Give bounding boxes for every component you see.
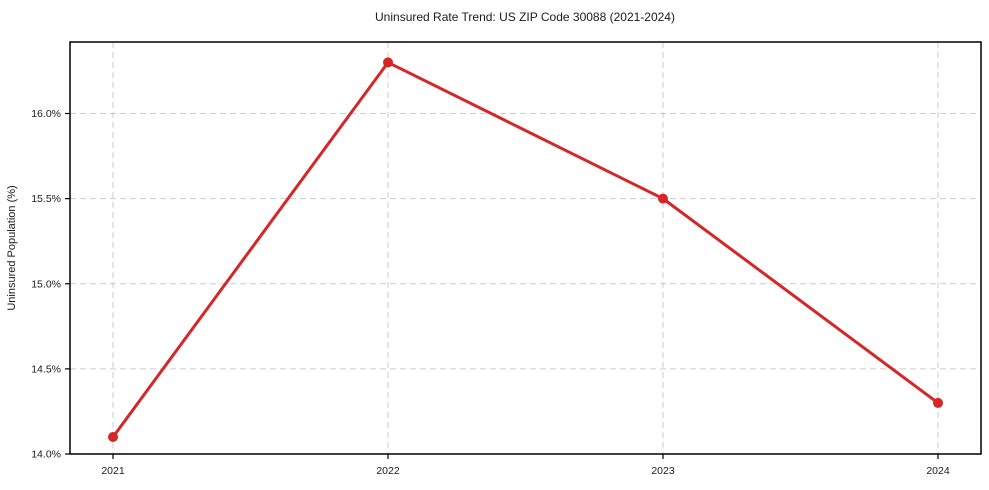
x-tick-label: 2023: [651, 465, 675, 477]
y-tick-label: 14.0%: [31, 449, 61, 461]
axis-ticks: [65, 112, 939, 459]
y-tick-label: 15.0%: [31, 278, 61, 290]
y-axis-label: Uninsured Population (%): [6, 185, 18, 310]
data-point: [108, 431, 118, 442]
tick-labels: 14.0% 14.5% 15.0% 15.5% 16.0% 2021 2022 2023 202…: [31, 108, 950, 477]
data-point: [658, 193, 668, 204]
x-tick-label: 2022: [376, 465, 400, 477]
plot-border: [69, 41, 982, 455]
y-tick-label: 15.5%: [31, 193, 61, 205]
y-tick-label: 16.0%: [31, 108, 61, 120]
gridlines: [70, 42, 981, 455]
y-tick-label: 14.5%: [31, 363, 61, 375]
x-tick-label: 2024: [926, 465, 950, 477]
trend-line: [111, 60, 940, 439]
chart-title: Uninsured Rate Trend: US ZIP Code 30088 …: [375, 10, 675, 24]
data-point: [933, 397, 943, 408]
trend-line-series: [108, 57, 943, 442]
x-tick-label: 2021: [101, 465, 125, 477]
data-point: [383, 57, 393, 68]
